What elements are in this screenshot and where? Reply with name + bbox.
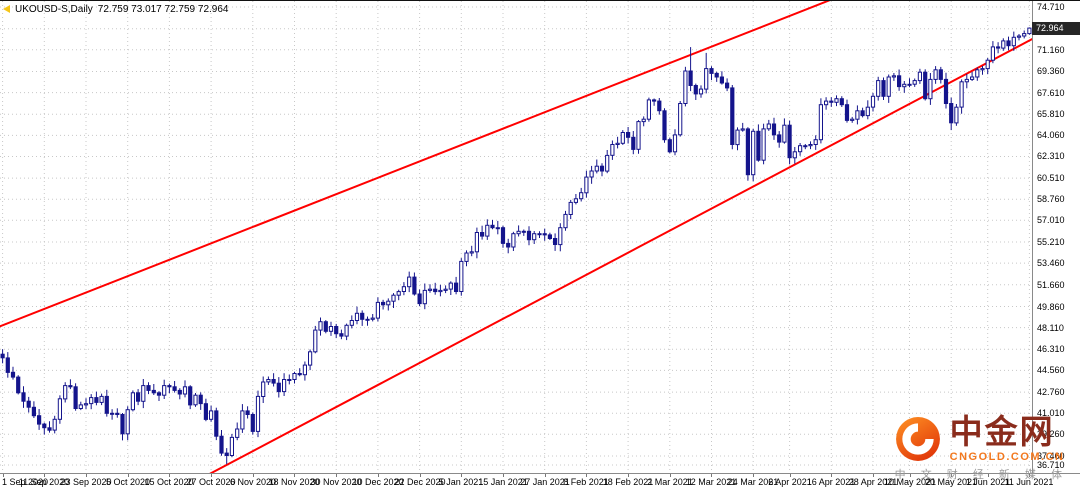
time-axis-label: 18 Nov 2020 (268, 477, 320, 487)
watermark-cngold: 中金网 CNGOLD.COM.CN 中 文 财 经 新 媒 体 (895, 415, 1068, 482)
time-axis-label: 6 Nov 2020 (229, 477, 277, 487)
chart-title: UKOUSD-S,Daily 72.759 73.017 72.759 72.96… (15, 4, 228, 15)
time-axis-tick (586, 474, 587, 477)
price-axis-label: 67.610 (1037, 88, 1065, 98)
time-axis-label: 10 May 2021 (883, 477, 937, 487)
price-axis-label: 36.710 (1037, 460, 1065, 470)
price-axis-label: 58.760 (1037, 194, 1065, 204)
time-axis-tick (169, 474, 170, 477)
price-axis-label: 53.460 (1037, 258, 1065, 268)
time-axis-label: 15 Oct 2020 (144, 477, 194, 487)
time-axis-label: 23 Sep 2020 (60, 477, 112, 487)
current-price-tag: 72.964 (1032, 22, 1080, 35)
candles (0, 27, 1032, 465)
time-axis-label: 1 Jun 2021 (965, 477, 1011, 487)
time-axis-tick (790, 474, 791, 477)
time-axis-tick (211, 474, 212, 477)
price-axis-label: 60.510 (1037, 173, 1065, 183)
time-axis-label: 24 Mar 2021 (727, 477, 779, 487)
time-axis-tick (711, 474, 712, 477)
price-axis-label: 42.760 (1037, 387, 1065, 397)
time-axis-label: 11 Sep 2020 (18, 477, 70, 487)
price-axis-label: 71.160 (1037, 45, 1065, 55)
time-axis-label: 30 Nov 2020 (310, 477, 362, 487)
trend-channel (0, 1, 1032, 473)
time-axis-tick (44, 474, 45, 477)
time-axis-label: 16 Apr 2021 (806, 477, 856, 487)
time-axis-label: 2 Mar 2021 (647, 477, 693, 487)
time-axis[interactable]: 1 Sep 2020 11 Sep 2020 23 Sep 2020 5 Oct 20… (0, 473, 1080, 489)
price-axis-label: 39.260 (1037, 429, 1065, 439)
time-axis-tick (503, 474, 504, 477)
time-axis-tick (128, 474, 129, 477)
time-axis-tick (86, 474, 87, 477)
cngold-logo-icon (895, 417, 940, 461)
candlestick-plot[interactable] (0, 1, 1032, 473)
price-axis-label: 44.560 (1037, 365, 1065, 375)
current-price-value: 72.964 (1036, 23, 1064, 33)
time-axis-tick (873, 474, 874, 477)
price-axis-label: 62.310 (1037, 151, 1065, 161)
time-axis-label: 18 Feb 2021 (602, 477, 654, 487)
price-axis-label: 46.310 (1037, 344, 1065, 354)
watermark-tagline: 中 文 财 经 新 媒 体 (894, 469, 1068, 481)
time-axis-label: 8 Feb 2021 (563, 477, 609, 487)
time-axis-tick (1029, 474, 1030, 477)
time-axis-label: 5 Oct 2020 (105, 477, 151, 487)
price-axis[interactable]: 74.71072.91071.16069.36067.61065.81064.0… (1032, 1, 1080, 473)
time-axis-tick (831, 474, 832, 477)
time-axis-tick (910, 474, 911, 477)
time-axis-tick (253, 474, 254, 477)
time-axis-label: 11 Jun 2021 (1004, 477, 1054, 487)
time-axis-label: 10 Dec 2020 (352, 477, 404, 487)
price-axis-label: 55.210 (1037, 237, 1065, 247)
time-axis-label: 15 Jan 2021 (478, 477, 528, 487)
channel-upper (0, 1, 831, 328)
price-axis-label: 48.110 (1037, 323, 1064, 333)
time-axis-tick (378, 474, 379, 477)
time-axis-tick (545, 474, 546, 477)
time-axis-tick (628, 474, 629, 477)
time-axis-tick (670, 474, 671, 477)
time-axis-tick (988, 474, 989, 477)
time-axis-label: 20 May 2021 (924, 477, 978, 487)
channel-lower (209, 38, 1032, 473)
time-axis-label: 27 Jan 2021 (520, 477, 570, 487)
symbol-marker-icon (3, 5, 10, 13)
time-axis-label: 1 Sep 2020 (2, 477, 49, 487)
time-axis-tick (294, 474, 295, 477)
price-axis-label: 57.010 (1037, 215, 1065, 225)
time-axis-tick (336, 474, 337, 477)
price-axis-label: 49.860 (1037, 302, 1065, 312)
price-axis-label: 37.460 (1037, 451, 1065, 461)
time-axis-label: 28 Apr 2021 (848, 477, 898, 487)
ohlc-values: 72.759 73.017 72.759 72.964 (97, 4, 229, 15)
time-axis-label: 6 Apr 2021 (768, 477, 812, 487)
watermark-domain: CNGOLD.COM.CN (949, 451, 1065, 463)
gridlines (0, 1, 1032, 473)
price-axis-label: 51.660 (1037, 280, 1065, 290)
price-axis-label: 65.810 (1037, 109, 1065, 119)
time-axis-tick (753, 474, 754, 477)
price-axis-label: 74.710 (1037, 2, 1065, 12)
time-axis-label: 27 Oct 2020 (186, 477, 236, 487)
watermark-brand: 中金网 (949, 413, 1055, 450)
time-axis-tick (461, 474, 462, 477)
time-axis-tick (3, 474, 4, 477)
time-axis-label: 5 Jan 2021 (438, 477, 484, 487)
symbol-timeframe-label: UKOUSD-S,Daily (15, 4, 93, 15)
time-axis-label: 12 Mar 2021 (685, 477, 737, 487)
price-axis-label: 64.060 (1037, 130, 1065, 140)
time-axis-label: 22 Dec 2020 (394, 477, 446, 487)
time-axis-tick (951, 474, 952, 477)
price-axis-label: 69.360 (1037, 66, 1065, 76)
time-axis-tick (420, 474, 421, 477)
price-axis-label: 41.010 (1037, 408, 1065, 418)
